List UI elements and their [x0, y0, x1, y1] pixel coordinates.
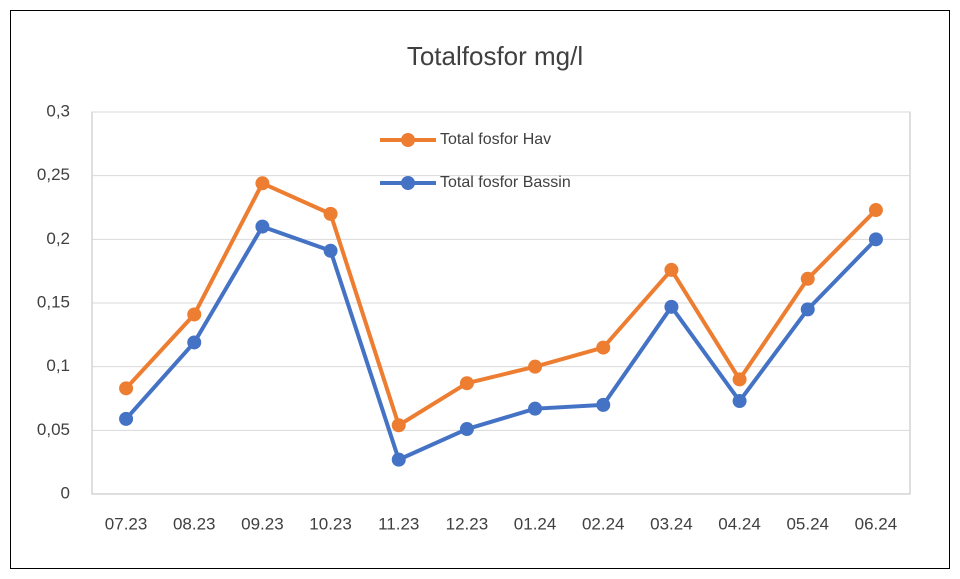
- y-tick-label: 0,2: [46, 229, 70, 248]
- data-point: [528, 401, 543, 416]
- x-tick-label: 06.24: [855, 514, 898, 533]
- y-tick-label: 0,05: [37, 420, 70, 439]
- data-point: [528, 359, 543, 374]
- x-tick-label: 12.23: [446, 514, 489, 533]
- data-point: [800, 271, 815, 286]
- y-tick-label: 0: [61, 483, 70, 502]
- chart-title: Totalfosfor mg/l: [407, 41, 583, 71]
- series-line: [124, 181, 878, 428]
- data-point: [323, 243, 338, 258]
- data-point: [187, 335, 202, 350]
- data-point: [664, 262, 679, 277]
- x-tick-label: 03.24: [650, 514, 693, 533]
- legend-marker: [401, 133, 415, 147]
- x-tick-label: 04.24: [718, 514, 761, 533]
- y-tick-label: 0,1: [46, 356, 70, 375]
- chart-border: [10, 10, 950, 569]
- x-tick-label: 05.24: [786, 514, 829, 533]
- data-point: [664, 299, 679, 314]
- data-point: [119, 411, 134, 426]
- data-point: [459, 422, 474, 437]
- data-point: [596, 340, 611, 355]
- data-point: [255, 219, 270, 234]
- data-point: [391, 452, 406, 467]
- data-point: [868, 203, 883, 218]
- data-point: [187, 307, 202, 322]
- x-tick-label: 08.23: [173, 514, 216, 533]
- x-tick-label: 01.24: [514, 514, 557, 533]
- series-line: [124, 224, 878, 462]
- data-point: [391, 418, 406, 433]
- x-tick-label: 11.23: [378, 514, 419, 533]
- data-point: [800, 302, 815, 317]
- legend-label: Total fosfor Hav: [440, 131, 551, 148]
- x-tick-label: 07.23: [105, 514, 148, 533]
- data-point: [868, 232, 883, 247]
- data-point: [255, 176, 270, 191]
- x-tick-label: 02.24: [582, 514, 625, 533]
- data-point: [323, 206, 338, 221]
- data-point: [732, 372, 747, 387]
- x-tick-label: 09.23: [241, 514, 284, 533]
- x-tick-label: 10.23: [309, 514, 352, 533]
- data-point: [119, 381, 134, 396]
- y-tick-label: 0,25: [37, 165, 70, 184]
- data-point: [459, 376, 474, 391]
- y-tick-label: 0,15: [37, 292, 70, 311]
- legend-label: Total fosfor Bassin: [440, 174, 571, 191]
- data-point: [596, 397, 611, 412]
- data-point: [732, 394, 747, 409]
- legend-marker: [401, 176, 415, 190]
- y-tick-label: 0,3: [46, 101, 70, 120]
